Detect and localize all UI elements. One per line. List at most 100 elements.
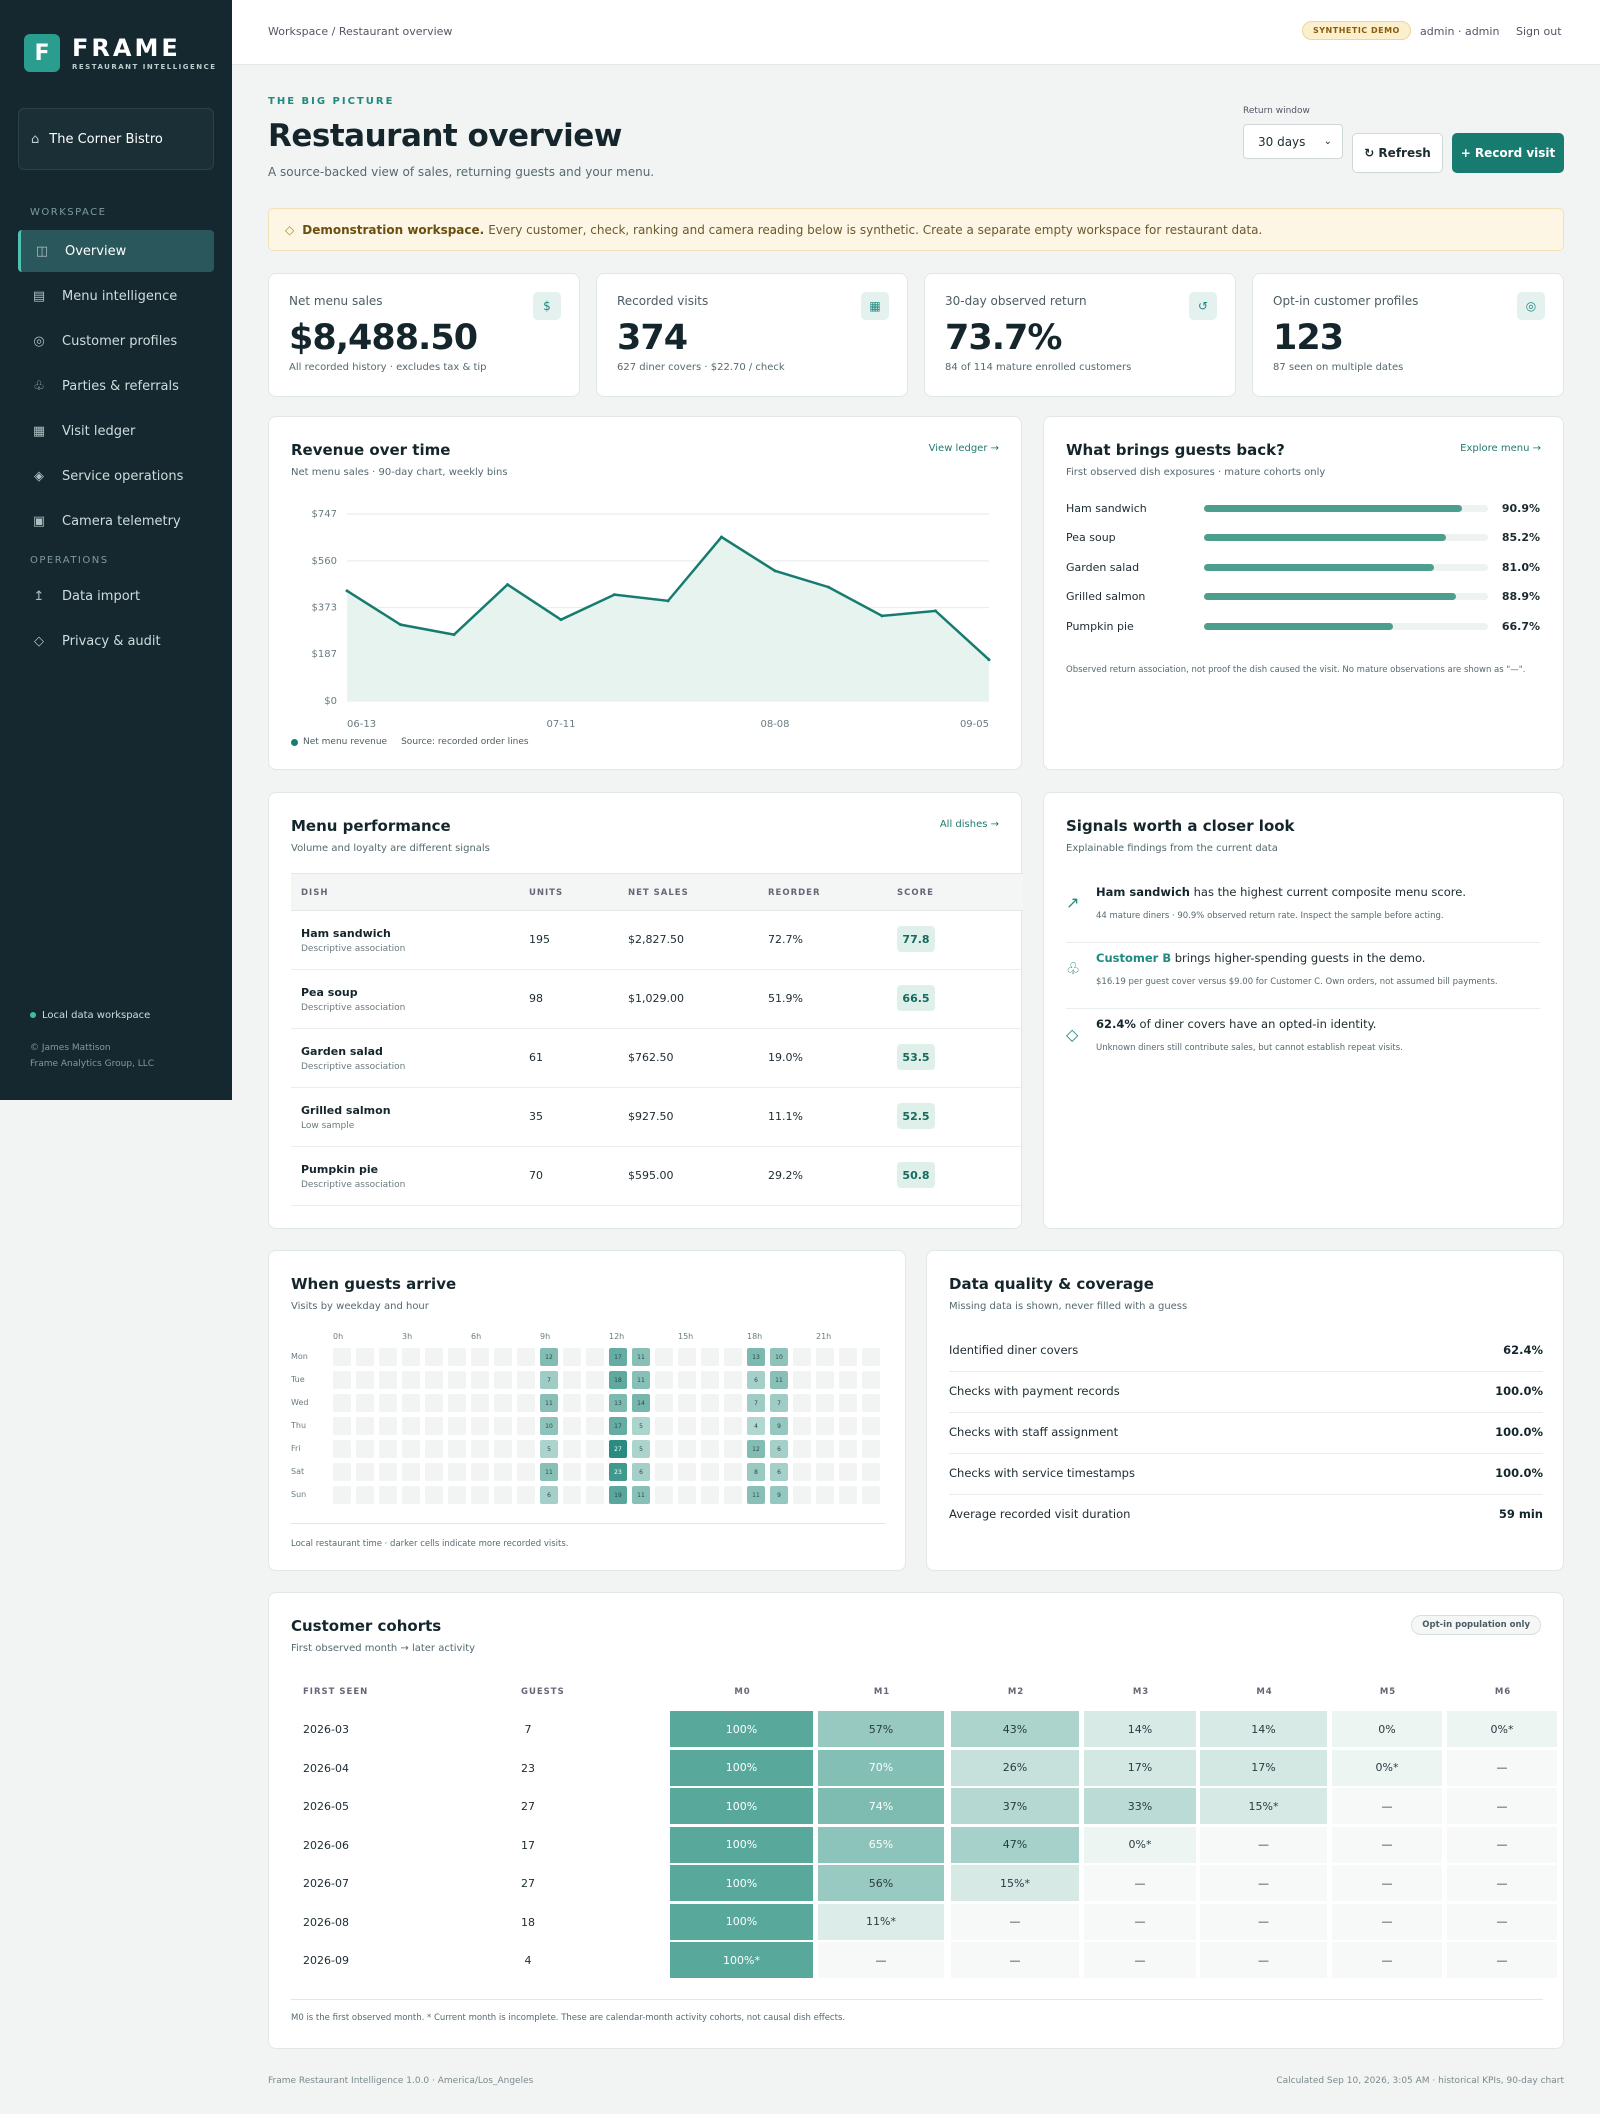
heatmap-cell[interactable]	[678, 1486, 696, 1504]
heatmap-cell[interactable]	[448, 1486, 466, 1504]
refresh-button[interactable]: ↻ Refresh	[1352, 133, 1443, 173]
table-row[interactable]: Pumpkin pie Descriptive association 70 $595…	[291, 1147, 1023, 1206]
cohort-cell[interactable]: —	[1332, 1903, 1442, 1940]
return-bar-row[interactable]: Pea soup 85.2%	[1066, 528, 1540, 548]
heatmap-cell[interactable]: 13	[609, 1394, 627, 1412]
cohort-cell[interactable]: 100%	[670, 1826, 813, 1863]
cohort-cell[interactable]: —	[1084, 1942, 1196, 1978]
heatmap-cell[interactable]: 9	[770, 1486, 788, 1504]
heatmap-cell[interactable]	[471, 1417, 489, 1435]
heatmap-cell[interactable]: 27	[609, 1440, 627, 1458]
cohort-cell[interactable]: —	[1084, 1903, 1196, 1940]
heatmap-cell[interactable]: 11	[747, 1486, 765, 1504]
heatmap-cell[interactable]	[333, 1486, 351, 1504]
heatmap-cell[interactable]	[425, 1463, 443, 1481]
heatmap-cell[interactable]	[839, 1440, 857, 1458]
return-bar-row[interactable]: Grilled salmon 88.9%	[1066, 587, 1540, 607]
heatmap-cell[interactable]	[655, 1463, 673, 1481]
heatmap-cell[interactable]	[448, 1417, 466, 1435]
revenue-point[interactable]	[613, 593, 616, 597]
cohort-cell[interactable]: 100%	[670, 1711, 813, 1747]
cohort-cell[interactable]: 17%	[1084, 1749, 1196, 1786]
heatmap-cell[interactable]	[471, 1394, 489, 1412]
heatmap-cell[interactable]: 5	[632, 1440, 650, 1458]
revenue-point[interactable]	[827, 585, 830, 589]
col-reorder[interactable]: REORDER	[768, 888, 821, 898]
cohort-cell[interactable]: —	[1332, 1788, 1442, 1824]
heatmap-cell[interactable]	[356, 1417, 374, 1435]
heatmap-cell[interactable]	[379, 1394, 397, 1412]
heatmap-cell[interactable]	[655, 1371, 673, 1389]
heatmap-cell[interactable]	[701, 1440, 719, 1458]
cohort-cell[interactable]: 33%	[1084, 1788, 1196, 1824]
col-score[interactable]: SCORE	[897, 888, 934, 898]
heatmap-cell[interactable]	[333, 1394, 351, 1412]
heatmap-cell[interactable]	[586, 1371, 604, 1389]
cohort-cell[interactable]: 17%	[1200, 1749, 1327, 1786]
revenue-point[interactable]	[399, 623, 402, 627]
cohort-cell[interactable]: 0%*	[1084, 1826, 1196, 1863]
heatmap-cell[interactable]	[816, 1417, 834, 1435]
cohort-cell[interactable]: —	[1200, 1942, 1327, 1978]
heatmap-cell[interactable]	[471, 1463, 489, 1481]
heatmap-cell[interactable]	[678, 1463, 696, 1481]
heatmap-cell[interactable]	[678, 1394, 696, 1412]
heatmap-cell[interactable]	[494, 1371, 512, 1389]
heatmap-cell[interactable]: 12	[747, 1440, 765, 1458]
revenue-point[interactable]	[880, 614, 884, 618]
heatmap-cell[interactable]	[517, 1371, 535, 1389]
heatmap-cell[interactable]	[333, 1440, 351, 1458]
heatmap-cell[interactable]	[862, 1486, 880, 1504]
cohort-cell[interactable]: —	[1200, 1865, 1327, 1901]
heatmap-cell[interactable]	[379, 1463, 397, 1481]
heatmap-cell[interactable]: 19	[609, 1486, 627, 1504]
heatmap-cell[interactable]	[517, 1463, 535, 1481]
heatmap-cell[interactable]	[356, 1440, 374, 1458]
heatmap-cell[interactable]	[425, 1486, 443, 1504]
heatmap-cell[interactable]	[425, 1371, 443, 1389]
nav-item-customer-profiles[interactable]: ◎ Customer profiles	[18, 320, 214, 362]
cohort-cell[interactable]: 100%	[670, 1788, 813, 1824]
heatmap-cell[interactable]	[379, 1486, 397, 1504]
cohort-cell[interactable]: —	[1447, 1826, 1557, 1863]
heatmap-cell[interactable]	[563, 1486, 581, 1504]
cohort-cell[interactable]: 14%	[1084, 1711, 1196, 1747]
heatmap-cell[interactable]	[793, 1348, 811, 1366]
heatmap-cell[interactable]	[701, 1348, 719, 1366]
cohort-cell[interactable]: 37%	[951, 1788, 1079, 1824]
heatmap-cell[interactable]: 11	[770, 1371, 788, 1389]
heatmap-cell[interactable]	[563, 1440, 581, 1458]
heatmap-cell[interactable]	[356, 1348, 374, 1366]
table-row[interactable]: Pea soup Descriptive association 98 $1,029.…	[291, 970, 1023, 1029]
revenue-point[interactable]	[720, 535, 723, 539]
revenue-point[interactable]	[506, 583, 509, 587]
revenue-point[interactable]	[987, 658, 991, 662]
heatmap-cell[interactable]	[379, 1440, 397, 1458]
heatmap-cell[interactable]	[655, 1348, 673, 1366]
heatmap-cell[interactable]	[517, 1417, 535, 1435]
cohort-cell[interactable]: 70%	[818, 1749, 944, 1786]
heatmap-cell[interactable]	[471, 1440, 489, 1458]
heatmap-cell[interactable]	[724, 1348, 742, 1366]
signal-subject[interactable]: Customer B	[1096, 951, 1172, 965]
cohort-cell[interactable]: —	[1447, 1749, 1557, 1786]
heatmap-cell[interactable]	[655, 1394, 673, 1412]
heatmap-cell[interactable]	[356, 1463, 374, 1481]
cohort-cell[interactable]: —	[951, 1903, 1079, 1940]
table-row[interactable]: Ham sandwich Descriptive association 195 $2…	[291, 911, 1023, 970]
cohort-cell[interactable]: —	[1447, 1788, 1557, 1824]
heatmap-cell[interactable]	[471, 1348, 489, 1366]
table-row[interactable]: Garden salad Descriptive association 61 $76…	[291, 1029, 1023, 1088]
breadcrumb[interactable]: Workspace / Restaurant overview	[268, 25, 453, 38]
return-bar-row[interactable]: Ham sandwich 90.9%	[1066, 498, 1540, 518]
nav-item-privacy-audit[interactable]: ◇ Privacy & audit	[18, 620, 214, 662]
heatmap-cell[interactable]	[839, 1486, 857, 1504]
cohort-cell[interactable]: 74%	[818, 1788, 944, 1824]
cohort-cell[interactable]: 0%*	[1332, 1749, 1442, 1786]
heatmap-cell[interactable]: 11	[540, 1463, 558, 1481]
heatmap-cell[interactable]	[494, 1463, 512, 1481]
nav-item-data-import[interactable]: ↥ Data import	[18, 575, 214, 617]
heatmap-cell[interactable]: 6	[770, 1440, 788, 1458]
heatmap-cell[interactable]: 18	[609, 1371, 627, 1389]
heatmap-cell[interactable]	[586, 1440, 604, 1458]
